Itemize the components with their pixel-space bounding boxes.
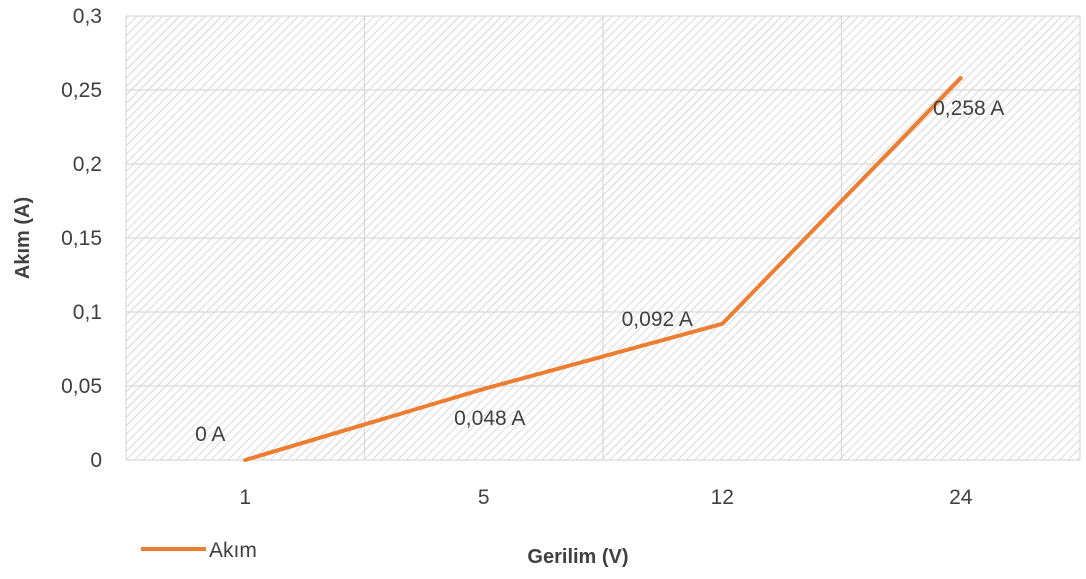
data-labels: 0 A 0,048 A 0,092 A 0,258 A	[195, 97, 1004, 446]
y-tick-label: 0,2	[73, 153, 102, 176]
data-label: 0,092 A	[622, 308, 693, 331]
y-tick-label: 0	[90, 449, 102, 472]
x-axis-title: Gerilim (V)	[527, 546, 628, 568]
series-line-akim[interactable]	[243, 76, 963, 462]
data-label: 0 A	[195, 423, 225, 446]
legend-label-akim: Akım	[209, 539, 257, 562]
x-tick-label: 1	[239, 486, 251, 509]
gridlines	[125, 15, 1081, 461]
y-tick-label: 0,25	[61, 79, 102, 102]
x-tick-label: 5	[478, 486, 490, 509]
y-axis-title: Akım (A)	[12, 197, 34, 279]
series-layer	[243, 76, 963, 462]
y-tick-label: 0,05	[61, 375, 102, 398]
x-tick-label: 12	[711, 486, 734, 509]
y-tick-label: 0,15	[61, 227, 102, 250]
legend[interactable]: Akım	[141, 539, 257, 562]
data-label: 0,258 A	[933, 97, 1004, 120]
y-tick-label: 0,3	[73, 5, 102, 28]
x-tick-label: 24	[949, 486, 973, 509]
data-label: 0,048 A	[454, 407, 525, 430]
axis-ticks: 0 0,05 0,1 0,15 0,2 0,25 0,3 1 5 12 24	[61, 5, 973, 509]
y-tick-label: 0,1	[73, 301, 102, 324]
